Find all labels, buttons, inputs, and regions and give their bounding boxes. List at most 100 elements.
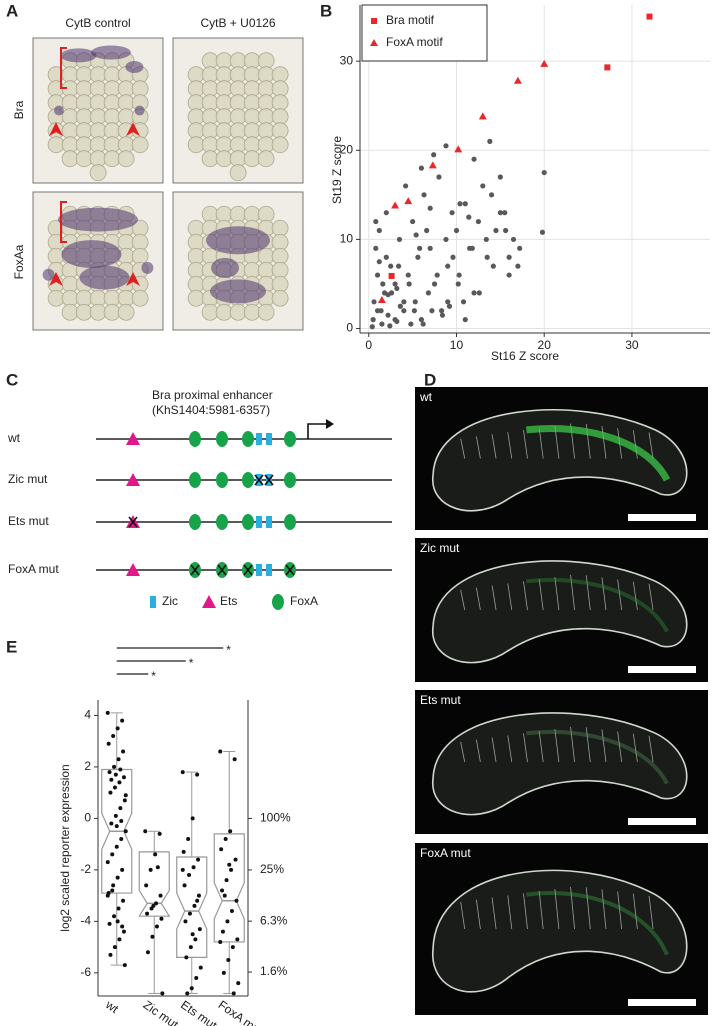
point [108, 790, 113, 795]
point [223, 836, 228, 841]
y-axis-label: log2 scaled reporter expression [58, 764, 72, 931]
point [506, 272, 512, 278]
point [369, 324, 375, 330]
cell-boundary [523, 429, 528, 459]
cell-boundary [554, 888, 560, 930]
panel-label: C [6, 370, 18, 389]
cell-boundary [632, 733, 638, 763]
point [421, 192, 427, 198]
point [122, 963, 127, 968]
point [187, 911, 192, 916]
point [218, 749, 223, 754]
point [228, 829, 233, 834]
mutation-cross [190, 564, 200, 576]
cell-boundary [460, 741, 466, 763]
point [540, 59, 549, 67]
cell [61, 150, 79, 168]
point [391, 201, 400, 209]
point [119, 836, 124, 841]
cell [131, 80, 149, 98]
point [431, 152, 437, 158]
point [158, 893, 163, 898]
foxa-site [189, 472, 201, 488]
significance-label: * [226, 643, 231, 657]
cell-boundary [460, 438, 466, 459]
point [427, 245, 433, 251]
point [383, 210, 389, 216]
point [185, 991, 190, 996]
point [462, 317, 468, 323]
legend-marker [370, 39, 378, 46]
point [180, 770, 185, 775]
point [483, 236, 489, 243]
point [195, 898, 200, 903]
point [457, 201, 463, 207]
point [408, 321, 414, 327]
point [410, 218, 416, 225]
point [478, 112, 487, 120]
cell-boundary [601, 889, 607, 930]
point [462, 201, 468, 207]
ets-site [126, 563, 140, 576]
image-label: Zic mut [420, 541, 460, 555]
x-tick-label: 30 [625, 338, 639, 352]
point [454, 145, 463, 153]
point [406, 281, 412, 287]
significance-label: * [151, 669, 156, 683]
cell-boundary [554, 576, 560, 611]
bracket [60, 201, 67, 243]
cell-boundary [632, 893, 638, 930]
zic-site [266, 433, 272, 445]
point [443, 236, 449, 243]
point [229, 867, 234, 872]
point [188, 945, 193, 950]
point [112, 914, 117, 919]
cell-boundary [475, 587, 481, 611]
legend-foxa [272, 594, 284, 610]
cell [103, 150, 121, 168]
x-tick-label: wt [102, 997, 121, 1016]
point [221, 970, 226, 975]
point [112, 764, 117, 769]
legend-box [361, 4, 488, 62]
point [220, 929, 225, 934]
point [115, 875, 120, 880]
point [123, 829, 128, 834]
cell-boundary [585, 727, 591, 763]
point [376, 227, 382, 234]
point [154, 924, 159, 929]
point [110, 852, 115, 857]
point [108, 952, 113, 957]
point [487, 138, 493, 144]
point [195, 772, 200, 777]
column-header: CytB + U0126 [200, 16, 275, 30]
point [118, 806, 123, 811]
cell [47, 136, 65, 154]
point [506, 254, 512, 260]
column-header: CytB control [65, 16, 130, 30]
point [394, 285, 400, 292]
point [392, 317, 398, 323]
arrowhead [49, 122, 63, 137]
point [107, 921, 112, 926]
cell-boundary [617, 579, 623, 611]
cell [103, 303, 121, 321]
stain [134, 105, 145, 116]
cell [257, 303, 275, 321]
ets-site [126, 432, 140, 445]
scale-bar [628, 818, 696, 825]
point [417, 245, 423, 251]
foxa-site [189, 431, 201, 447]
point [197, 927, 202, 932]
row-label: FoxAa [12, 244, 26, 279]
point [439, 312, 446, 318]
mutation-cross [285, 564, 295, 576]
cell [75, 150, 93, 168]
point [220, 888, 225, 893]
zic-site [266, 516, 272, 528]
point [377, 296, 386, 304]
stain [211, 257, 239, 278]
point [219, 847, 224, 852]
cell [271, 289, 289, 307]
cell [271, 94, 289, 112]
